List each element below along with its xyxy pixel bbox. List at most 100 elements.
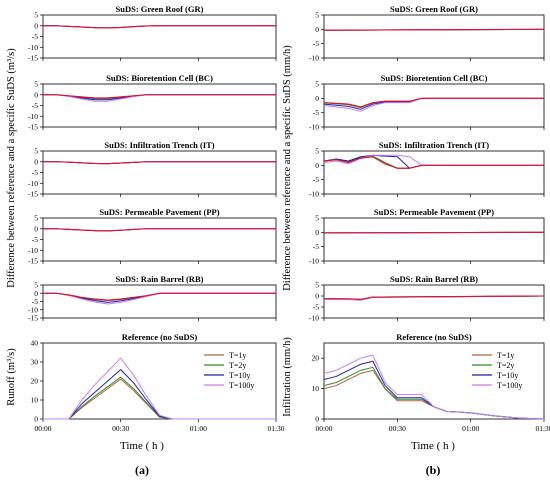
panel-label-a: (a) — [135, 463, 149, 477]
y-tick-label: 10 — [312, 384, 320, 393]
y-tick-label: 0 — [34, 21, 38, 30]
legend-label: T=10y — [497, 371, 518, 380]
x-tick-label: 00:00 — [34, 424, 51, 433]
y-tick-label: 30 — [31, 358, 39, 367]
y-tick-label: -5 — [313, 175, 319, 184]
y-tick-label: 0 — [34, 289, 38, 298]
y-tick-label: 5 — [315, 214, 319, 223]
panel-title: Reference (no SuDS) — [396, 332, 472, 342]
panel-title: SuDS: Permeable Pavement (PP) — [99, 207, 219, 217]
y-tick-label: 5 — [34, 281, 38, 290]
chart-panel: SuDS: Green Roof (GR) 50 -5 -10 -15 — [28, 4, 277, 63]
y-tick-label: -10 — [28, 43, 38, 52]
y-tick-label: 0 — [315, 161, 319, 170]
plot-frame — [42, 150, 277, 195]
left-ylabel-bottom: Runoff (m³/s) — [6, 348, 17, 406]
series-line — [43, 369, 276, 420]
y-tick-label: 0 — [315, 25, 319, 34]
plot-frame — [323, 342, 545, 420]
y-tick-label: -10 — [28, 179, 38, 188]
y-tick-label: -5 — [32, 32, 38, 41]
plot-frame — [42, 217, 277, 262]
panel-title: SuDS: Permeable Pavement (PP) — [374, 207, 494, 217]
series-line — [323, 295, 545, 300]
plot-frame — [42, 14, 277, 59]
legend-label: T=1y — [229, 351, 246, 360]
y-tick-label: -10 — [28, 112, 38, 121]
y-tick-label: 0 — [315, 228, 319, 237]
y-tick-label: -15 — [28, 190, 38, 199]
y-tick-label: -10 — [309, 123, 319, 132]
series-line — [43, 228, 276, 232]
y-tick-label: -5 — [32, 168, 38, 177]
y-tick-label: 0 — [315, 94, 319, 103]
x-tick-label: 01:00 — [462, 424, 479, 433]
y-tick-label: -15 — [28, 123, 38, 132]
chart-panel: SuDS: Permeable Pavement (PP) 50 -5 -10 -15 — [28, 207, 277, 266]
y-tick-label: 0 — [315, 292, 319, 301]
y-tick-label: -10 — [28, 246, 38, 255]
legend-label: T=10y — [229, 371, 250, 380]
panel-title: SuDS: Bioretention Cell (BC) — [381, 73, 488, 83]
plot-frame — [323, 284, 545, 319]
x-tick-label: 01:30 — [535, 424, 550, 433]
y-tick-label: 20 — [312, 354, 320, 363]
series-line — [323, 231, 545, 234]
series-line — [43, 292, 276, 305]
series-line — [43, 292, 276, 301]
panel-title: SuDS: Green Roof (GR) — [390, 4, 478, 14]
y-tick-label: 0 — [34, 90, 38, 99]
chart-panel: SuDS: Bioretention Cell (BC) 50 -5 -10 -15 — [28, 73, 277, 132]
y-tick-label: -5 — [313, 242, 319, 251]
y-tick-label: 5 — [34, 214, 38, 223]
chart-panel: SuDS: Rain Barrel (RB) 50-5-10-15 — [28, 274, 277, 323]
x-tick-label: 01:00 — [190, 424, 207, 433]
panel-title: SuDS: Rain Barrel (RB) — [116, 274, 204, 284]
y-tick-label: -5 — [32, 101, 38, 110]
panel-title: Reference (no SuDS) — [122, 332, 198, 342]
chart-panel: Reference (no SuDS) 0 10 20 30 40 00:00 00:30 01… — [31, 332, 285, 433]
plot-frame — [42, 284, 277, 319]
chart-panel: SuDS: Permeable Pavement (PP) 5 0 -5 -10 — [309, 207, 545, 266]
chart-panel: SuDS: Infiltration Trench (IT) 50 -5 -10 -15 — [28, 140, 277, 199]
y-tick-label: 5 — [315, 11, 319, 20]
y-tick-label: -5 — [313, 108, 319, 117]
y-tick-label: 40 — [31, 339, 39, 348]
chart-panel: SuDS: Infiltration Trench (IT) 5 0 -5 -10 — [309, 140, 545, 199]
panel-title: SuDS: Green Roof (GR) — [116, 4, 204, 14]
legend-label: T=2y — [497, 361, 514, 370]
series-line — [43, 94, 276, 99]
y-tick-label: 0 — [34, 157, 38, 166]
series-line — [323, 354, 545, 420]
series-line — [43, 94, 276, 101]
y-tick-label: 5 — [315, 147, 319, 156]
y-tick-label: -5 — [32, 297, 38, 306]
chart-panel: SuDS: Green Roof (GR) 5 0 -5 -10 — [309, 4, 545, 63]
y-tick-label: 5 — [315, 281, 319, 290]
y-tick-label: -5 — [32, 235, 38, 244]
panel-title: SuDS: Infiltration Trench (IT) — [104, 140, 214, 150]
y-tick-label: -10 — [309, 314, 319, 323]
y-tick-label: 5 — [34, 11, 38, 20]
y-tick-label: -5 — [313, 303, 319, 312]
series-line — [43, 25, 276, 29]
plot-frame — [323, 83, 545, 128]
chart-panel: SuDS: Rain Barrel (RB) 5 0 -5 -10 — [309, 274, 545, 323]
series-line — [323, 156, 544, 169]
y-tick-label: -5 — [313, 39, 319, 48]
y-tick-label: -15 — [28, 54, 38, 63]
left-ylabel-top: Difference between reference and a speci… — [6, 48, 17, 288]
panel-title: SuDS: Rain Barrel (RB) — [390, 274, 478, 284]
series-line — [323, 28, 545, 31]
left-xlabel: Time ( h ) — [120, 440, 164, 452]
x-tick-label: 00:30 — [112, 424, 129, 433]
y-tick-label: 20 — [31, 377, 39, 386]
y-tick-label: -10 — [309, 54, 319, 63]
y-tick-label: 5 — [34, 147, 38, 156]
right-xlabel: Time ( h ) — [411, 440, 455, 452]
x-tick-label: 00:30 — [389, 424, 406, 433]
series-line — [323, 97, 544, 108]
y-tick-label: 10 — [31, 396, 39, 405]
